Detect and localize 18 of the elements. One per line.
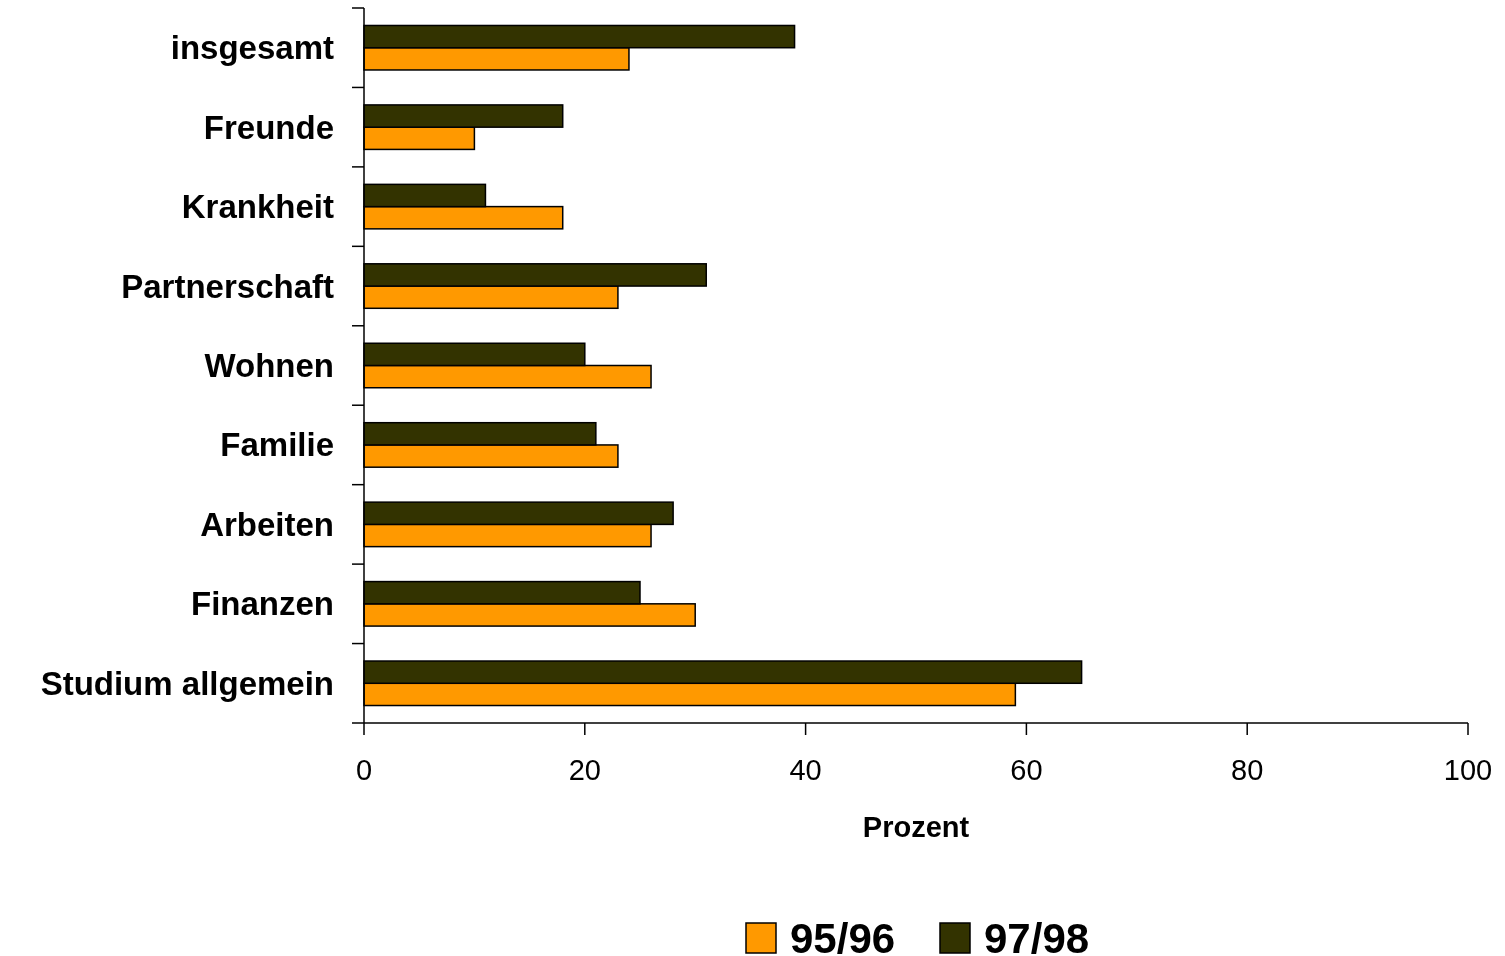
y-tick-label: Partnerschaft <box>121 267 334 305</box>
y-tick-label: insgesamt <box>170 29 334 67</box>
y-tick-label: Familie <box>220 426 334 464</box>
x-axis-title: Prozent <box>862 811 970 843</box>
y-tick-label: Studium allgemein <box>40 664 334 702</box>
x-tick-label: 80 <box>1231 754 1264 786</box>
y-tick-label: Krankheit <box>181 188 334 226</box>
x-tick-label: 100 <box>1443 754 1493 786</box>
legend-label: 97/98 <box>984 914 1090 956</box>
y-tick-label: Wohnen <box>204 347 334 385</box>
x-tick-label: 60 <box>1010 754 1043 786</box>
x-tick-label: 20 <box>568 754 601 786</box>
y-tick-label: Finanzen <box>190 585 334 623</box>
x-tick-label: 0 <box>355 754 373 786</box>
x-tick-label: 40 <box>789 754 822 786</box>
y-tick-label: Freunde <box>203 108 334 146</box>
legend-label: 95/96 <box>790 914 896 956</box>
y-tick-label: Arbeiten <box>200 505 334 543</box>
